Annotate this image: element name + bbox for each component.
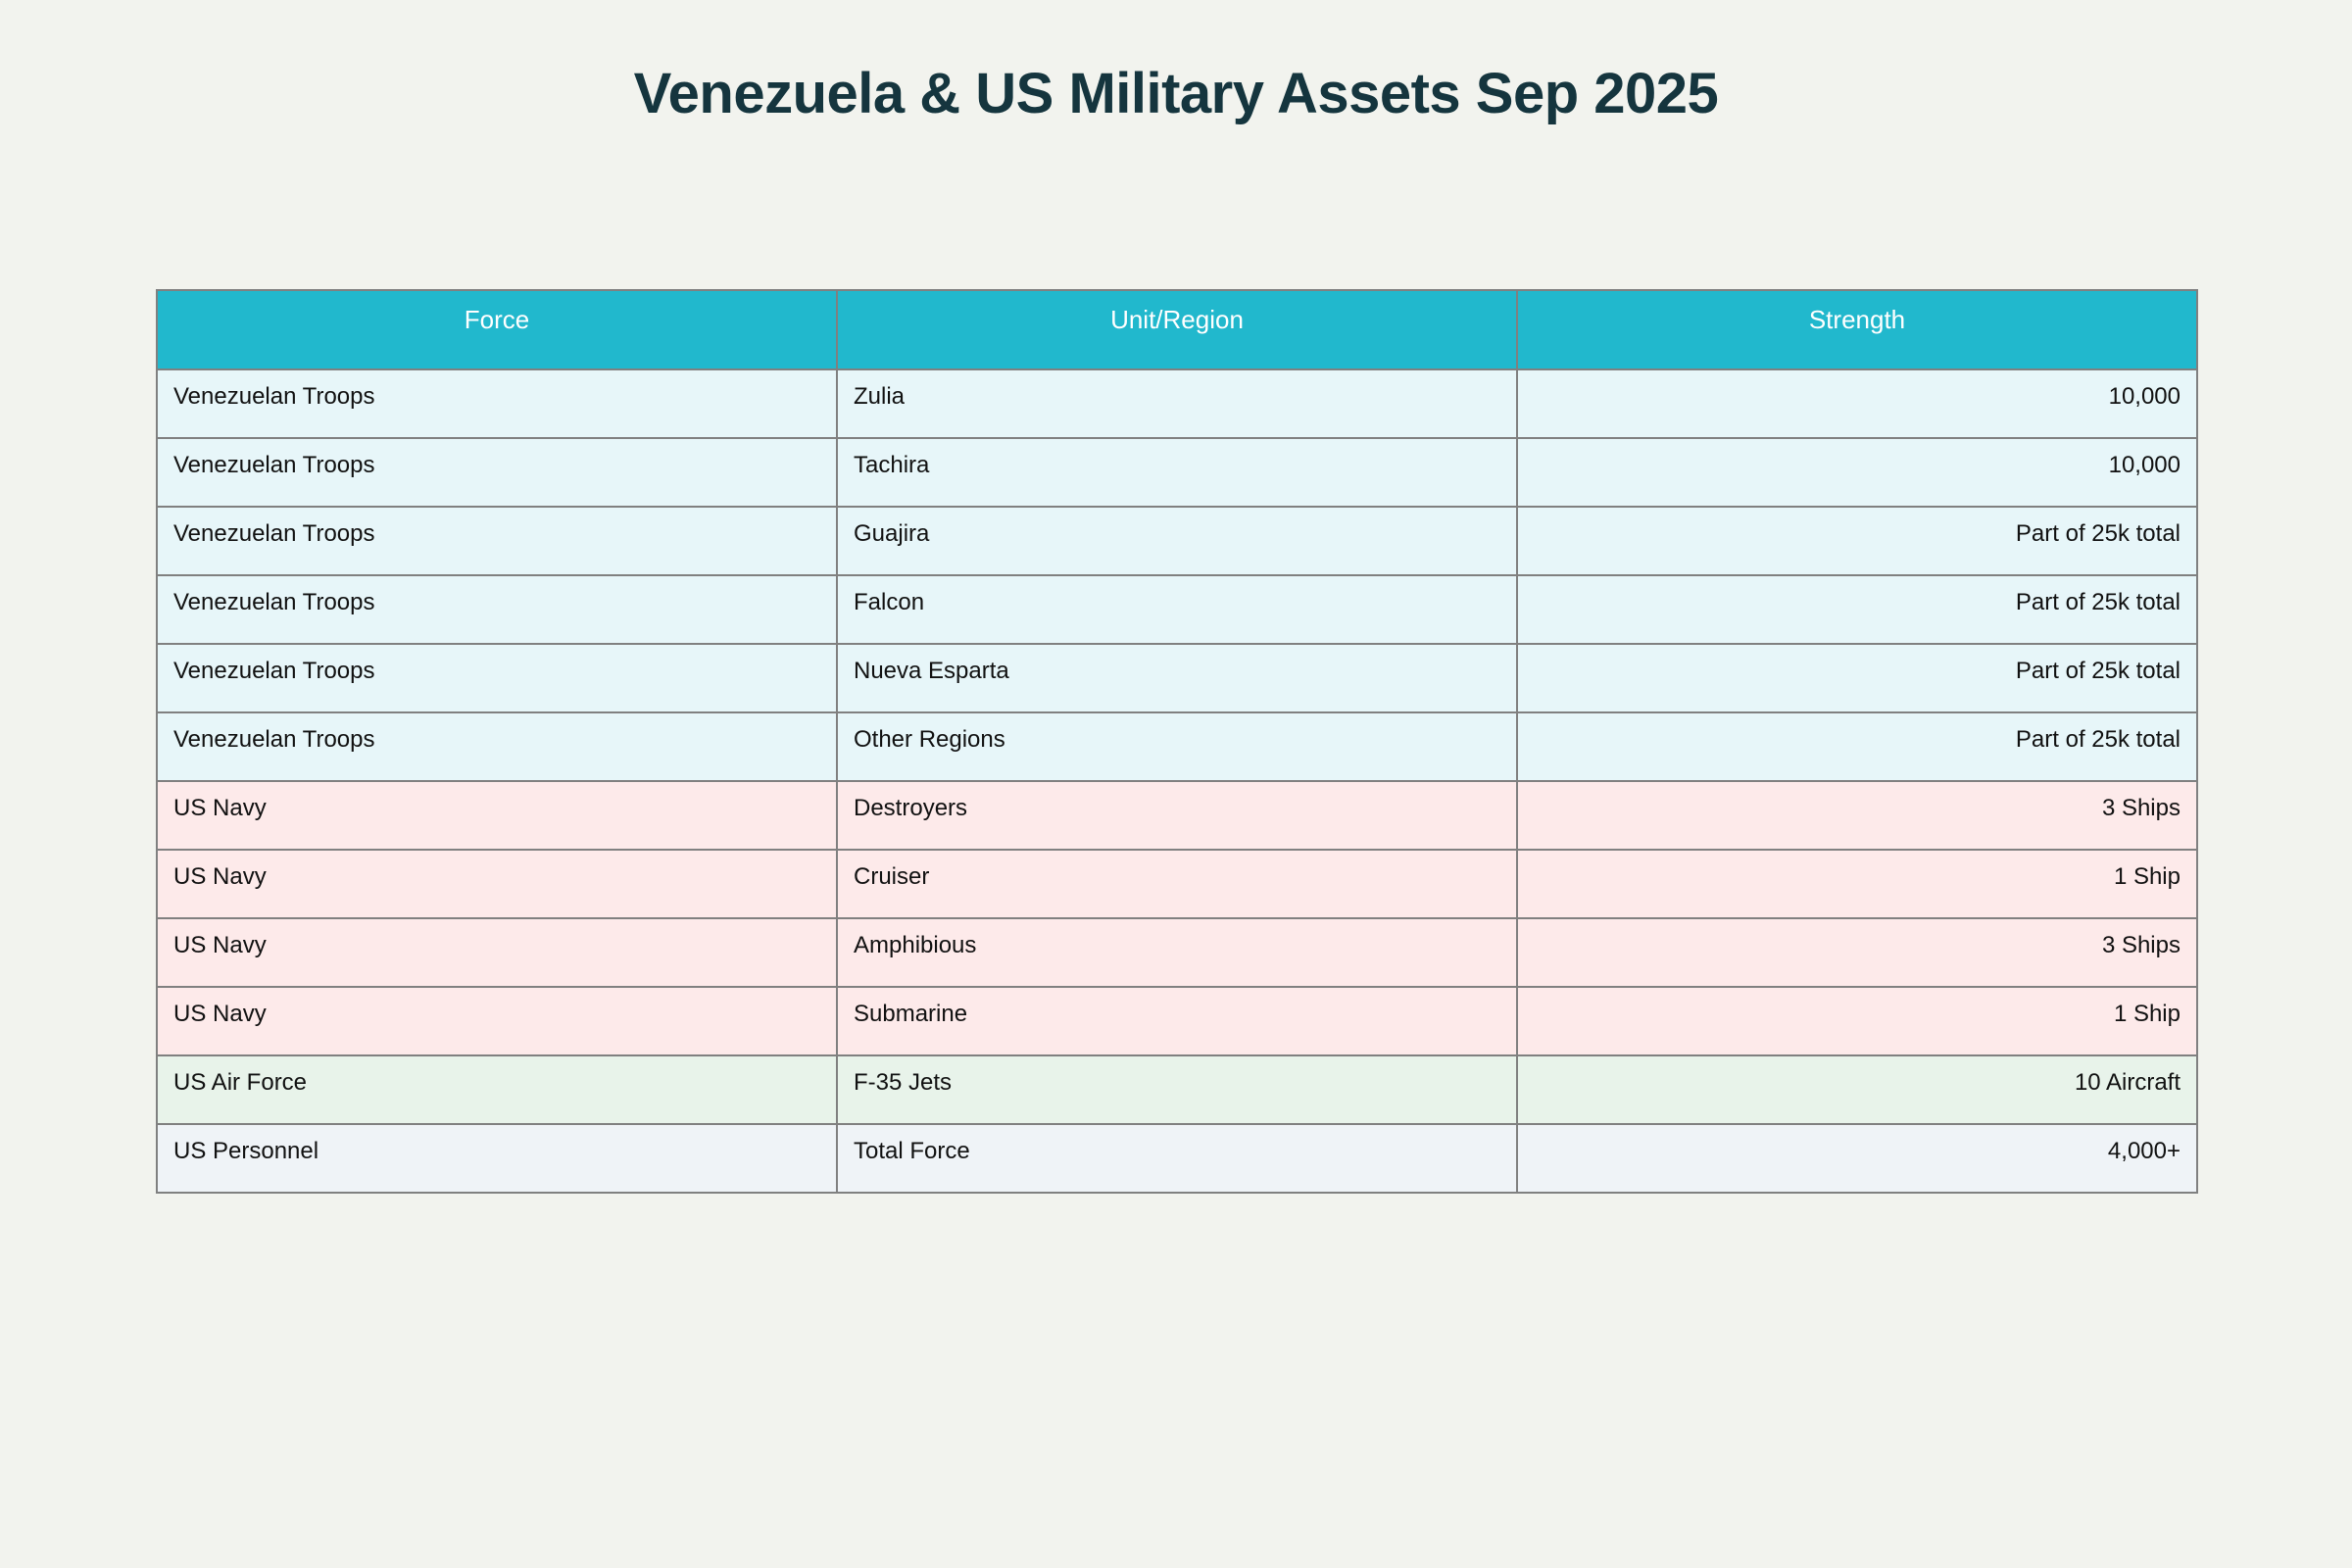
cell-strength: 10,000 — [1516, 368, 2198, 439]
cell-force: Venezuelan Troops — [156, 643, 838, 713]
cell-unit-region: Total Force — [836, 1123, 1518, 1194]
cell-unit-region: Other Regions — [836, 711, 1518, 782]
table-row: Venezuelan Troops Nueva Esparta Part of … — [156, 643, 2198, 713]
cell-force: Venezuelan Troops — [156, 368, 838, 439]
cell-strength: 4,000+ — [1516, 1123, 2198, 1194]
cell-unit-region: Destroyers — [836, 780, 1518, 851]
table-row: US Personnel Total Force 4,000+ — [156, 1123, 2198, 1194]
table-row: US Navy Cruiser 1 Ship — [156, 849, 2198, 919]
page-title: Venezuela & US Military Assets Sep 2025 — [633, 62, 1719, 125]
table-row: US Air Force F-35 Jets 10 Aircraft — [156, 1054, 2198, 1125]
table-row: Venezuelan Troops Other Regions Part of … — [156, 711, 2198, 782]
column-header-unit-region: Unit/Region — [836, 289, 1518, 370]
cell-strength: Part of 25k total — [1516, 574, 2198, 645]
column-header-force: Force — [156, 289, 838, 370]
cell-strength: Part of 25k total — [1516, 506, 2198, 576]
cell-strength: Part of 25k total — [1516, 711, 2198, 782]
cell-force: US Navy — [156, 780, 838, 851]
cell-unit-region: Tachira — [836, 437, 1518, 508]
cell-unit-region: Falcon — [836, 574, 1518, 645]
table-row: US Navy Submarine 1 Ship — [156, 986, 2198, 1056]
cell-force: US Air Force — [156, 1054, 838, 1125]
cell-force: Venezuelan Troops — [156, 711, 838, 782]
cell-force: Venezuelan Troops — [156, 437, 838, 508]
cell-force: US Navy — [156, 986, 838, 1056]
cell-unit-region: Guajira — [836, 506, 1518, 576]
table-row: Venezuelan Troops Falcon Part of 25k tot… — [156, 574, 2198, 645]
cell-strength: 10,000 — [1516, 437, 2198, 508]
cell-unit-region: Amphibious — [836, 917, 1518, 988]
cell-strength: 3 Ships — [1516, 917, 2198, 988]
cell-force: US Navy — [156, 849, 838, 919]
cell-unit-region: Zulia — [836, 368, 1518, 439]
column-header-strength: Strength — [1516, 289, 2198, 370]
cell-force: Venezuelan Troops — [156, 506, 838, 576]
table-row: US Navy Destroyers 3 Ships — [156, 780, 2198, 851]
cell-force: Venezuelan Troops — [156, 574, 838, 645]
table-header-row: Force Unit/Region Strength — [156, 289, 2198, 370]
table-row: Venezuelan Troops Zulia 10,000 — [156, 368, 2198, 439]
table-row: Venezuelan Troops Tachira 10,000 — [156, 437, 2198, 508]
cell-force: US Navy — [156, 917, 838, 988]
cell-strength: 10 Aircraft — [1516, 1054, 2198, 1125]
cell-strength: 3 Ships — [1516, 780, 2198, 851]
cell-unit-region: Cruiser — [836, 849, 1518, 919]
cell-strength: 1 Ship — [1516, 849, 2198, 919]
cell-unit-region: Nueva Esparta — [836, 643, 1518, 713]
cell-strength: Part of 25k total — [1516, 643, 2198, 713]
military-assets-table: Force Unit/Region Strength Venezuelan Tr… — [156, 289, 2198, 1194]
table-row: Venezuelan Troops Guajira Part of 25k to… — [156, 506, 2198, 576]
cell-unit-region: F-35 Jets — [836, 1054, 1518, 1125]
cell-force: US Personnel — [156, 1123, 838, 1194]
cell-unit-region: Submarine — [836, 986, 1518, 1056]
cell-strength: 1 Ship — [1516, 986, 2198, 1056]
table-row: US Navy Amphibious 3 Ships — [156, 917, 2198, 988]
